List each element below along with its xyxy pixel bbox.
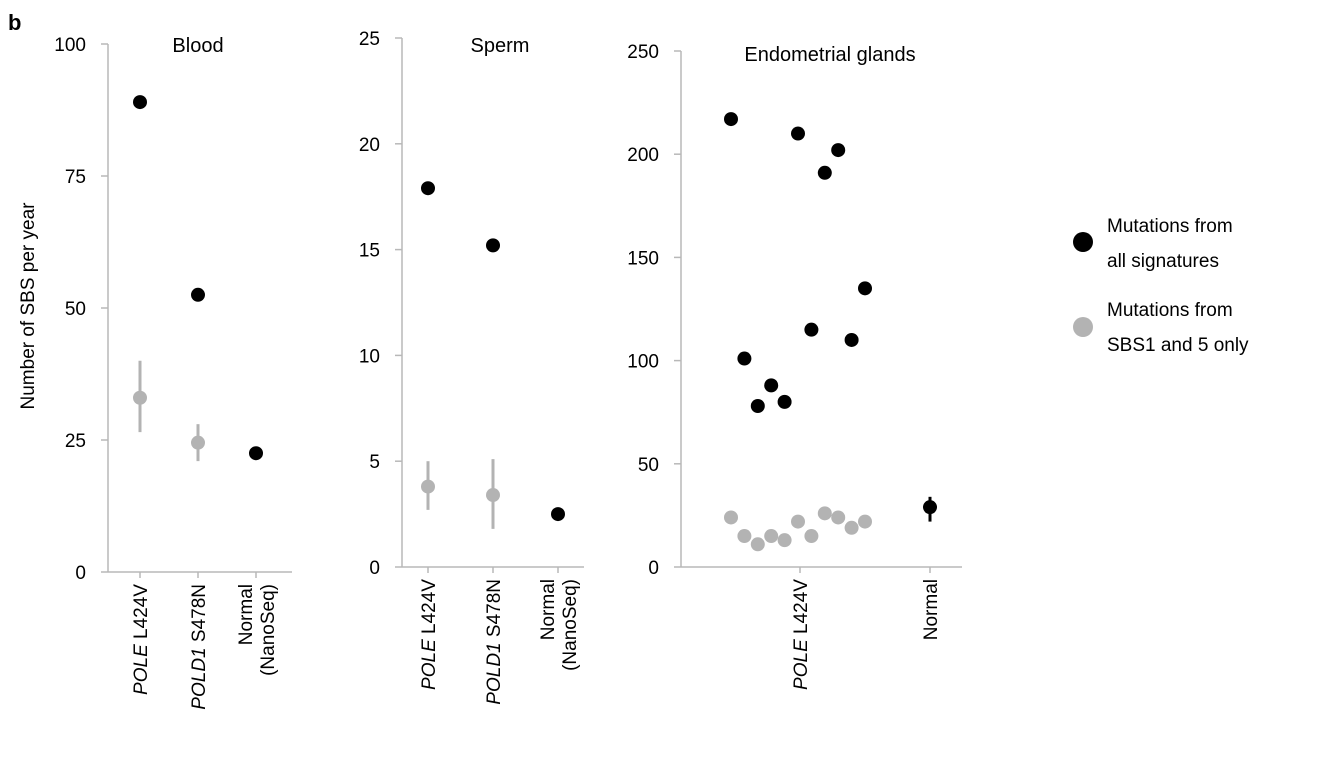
data-point-sbs1-5 xyxy=(858,514,872,529)
data-point-all-signatures xyxy=(858,281,872,296)
legend-marker xyxy=(1073,317,1093,337)
legend-item-1: Mutations from all signatures xyxy=(1073,216,1233,272)
legend-label-line1: Mutations from xyxy=(1107,216,1233,237)
chart-panel-2: Sperm 0 5 10 15 20 25 POLE L424V POLD1 S478N Norm… xyxy=(359,29,584,705)
y-tick-label: 200 xyxy=(627,145,659,166)
panel-letter: b xyxy=(8,10,21,35)
y-tick-label: 100 xyxy=(54,35,86,56)
legend-label-line2: SBS1 and 5 only xyxy=(1107,335,1249,356)
y-tick-label: 250 xyxy=(627,42,659,63)
data-point-sbs1-5 xyxy=(750,537,765,552)
y-tick-label: 15 xyxy=(359,241,380,262)
panel-title: Blood xyxy=(172,35,223,57)
data-point-sbs1-5 xyxy=(133,390,147,405)
x-category-label: (NanoSeq) xyxy=(560,579,581,671)
data-point-sbs1-5 xyxy=(191,435,205,450)
x-category-label: POLE L424V xyxy=(131,584,152,695)
data-point-sbs1-5 xyxy=(777,533,792,548)
data-point-all-signatures xyxy=(777,394,792,409)
y-tick-label: 0 xyxy=(648,558,659,579)
x-category-label: POLE L424V xyxy=(419,579,440,690)
data-point-sbs1-5 xyxy=(817,506,832,521)
data-point-all-signatures xyxy=(831,143,846,158)
data-point-all-signatures xyxy=(750,399,765,414)
y-tick-label: 25 xyxy=(65,431,86,452)
data-point-sbs1-5 xyxy=(831,510,846,525)
y-tick-label: 25 xyxy=(359,29,380,50)
data-point-all-signatures xyxy=(486,238,500,253)
data-point-all-signatures xyxy=(804,322,819,337)
x-category-label: Normal xyxy=(538,579,559,640)
x-category-label: Normal xyxy=(236,584,257,645)
chart-panel-1: Blood 0 25 50 75 100 POLE L424V POLD1 S478N Norm… xyxy=(54,35,292,710)
y-tick-label: 10 xyxy=(359,346,380,367)
data-point-all-signatures xyxy=(191,287,205,302)
panel-title: Endometrial glands xyxy=(744,44,915,66)
data-point-sbs1-5 xyxy=(791,514,805,529)
data-point-all-signatures xyxy=(737,351,752,366)
panel-title: Sperm xyxy=(471,35,530,57)
data-point-all-signatures xyxy=(844,332,859,347)
data-point-sbs1-5 xyxy=(737,529,752,544)
y-tick-label: 100 xyxy=(627,352,659,373)
y-tick-label: 0 xyxy=(75,563,86,584)
data-point-sbs1-5 xyxy=(724,510,738,525)
x-category-label: Normal xyxy=(921,579,942,640)
legend-label-line1: Mutations from xyxy=(1107,300,1233,321)
y-axis-label: Number of SBS per year xyxy=(18,202,39,410)
y-tick-label: 0 xyxy=(369,558,380,579)
chart-panel-3: Endometrial glands 0 50 100 150 200 250 POLE L4… xyxy=(627,42,962,690)
legend-label-line2: all signatures xyxy=(1107,251,1219,272)
data-point-sbs1-5 xyxy=(804,529,819,544)
data-point-all-signatures xyxy=(923,500,937,515)
legend-marker xyxy=(1073,232,1093,252)
x-category-label: (NanoSeq) xyxy=(258,584,279,676)
data-point-all-signatures xyxy=(551,507,565,522)
data-point-all-signatures xyxy=(791,126,805,141)
y-tick-label: 5 xyxy=(369,452,380,473)
data-point-all-signatures xyxy=(817,165,832,180)
data-point-sbs1-5 xyxy=(486,488,500,503)
x-category-label: POLE L424V xyxy=(791,579,812,690)
data-point-all-signatures xyxy=(249,446,263,461)
data-point-all-signatures xyxy=(133,95,147,110)
y-tick-label: 20 xyxy=(359,135,380,156)
y-tick-label: 150 xyxy=(627,248,659,269)
data-point-sbs1-5 xyxy=(421,479,435,494)
legend-item-2: Mutations from SBS1 and 5 only xyxy=(1073,300,1249,356)
data-point-all-signatures xyxy=(724,112,738,127)
y-tick-label: 50 xyxy=(638,455,659,476)
y-tick-label: 75 xyxy=(65,167,86,188)
data-point-sbs1-5 xyxy=(764,529,779,544)
data-point-sbs1-5 xyxy=(844,520,859,535)
y-tick-label: 50 xyxy=(65,299,86,320)
data-point-all-signatures xyxy=(764,378,779,393)
x-category-label: POLD1 S478N xyxy=(484,579,505,705)
data-point-all-signatures xyxy=(421,181,435,196)
x-category-label: POLD1 S478N xyxy=(189,584,210,710)
